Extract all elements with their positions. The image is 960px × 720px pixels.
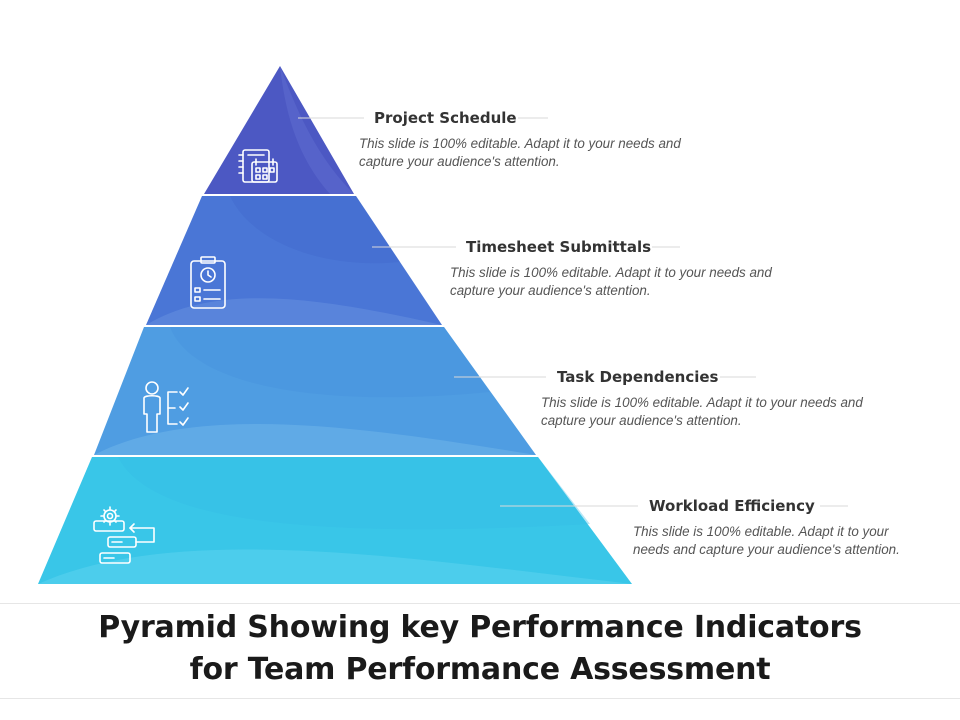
tier-title: Workload Efficiency xyxy=(649,497,815,515)
pyramid-tier-3 xyxy=(94,327,536,455)
pyramid-tier-1 xyxy=(204,66,354,194)
pyramid-diagram xyxy=(38,66,848,584)
pyramid-tier-4 xyxy=(38,457,632,584)
slide-title: Pyramid Showing key Performance Indicato… xyxy=(0,607,960,691)
title-separator-top xyxy=(0,603,960,604)
slide-title-line-1: Pyramid Showing key Performance Indicato… xyxy=(98,610,862,645)
clipboard-clock-icon xyxy=(190,256,226,309)
calendar-schedule-icon xyxy=(238,149,278,183)
tier-description: This slide is 100% editable. Adapt it to… xyxy=(359,136,681,169)
tier-description: This slide is 100% editable. Adapt it to… xyxy=(633,524,900,557)
slide-title-line-2: for Team Performance Assessment xyxy=(189,652,771,687)
pyramid-tier-2 xyxy=(146,196,442,325)
tier-title: Timesheet Submittals xyxy=(466,238,652,256)
tier-description: This slide is 100% editable. Adapt it to… xyxy=(450,265,772,298)
tier-title: Task Dependencies xyxy=(557,368,719,386)
person-checklist-icon xyxy=(143,381,189,433)
tier-title: Project Schedule xyxy=(374,109,517,127)
gear-workflow-icon xyxy=(93,506,155,564)
connector-lines xyxy=(298,117,848,507)
title-separator-bottom xyxy=(0,698,960,699)
tier-description: This slide is 100% editable. Adapt it to… xyxy=(541,395,863,428)
